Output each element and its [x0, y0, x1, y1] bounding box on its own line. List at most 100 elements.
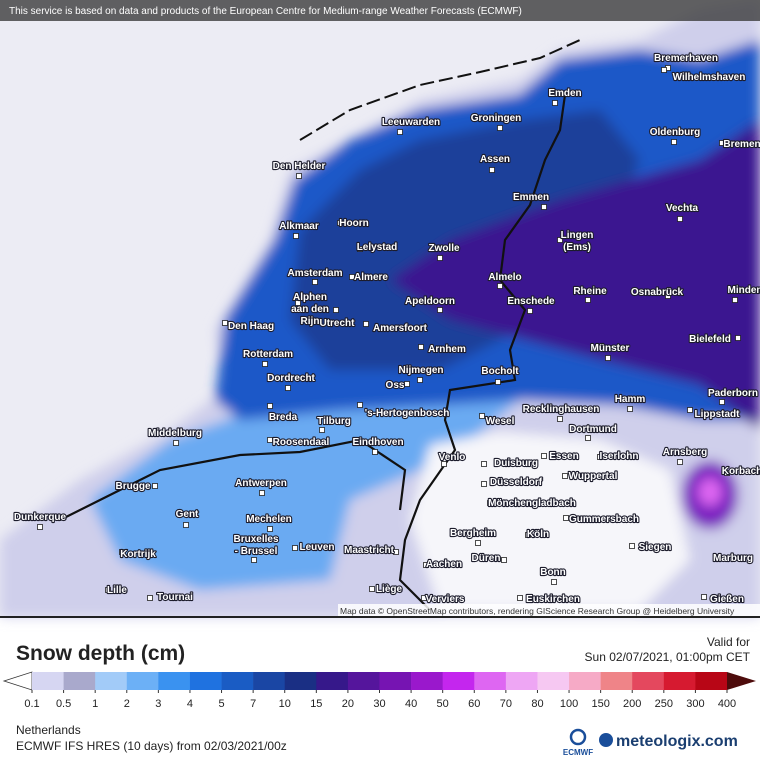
city-marker — [372, 449, 378, 455]
colorbar-segment — [537, 672, 570, 690]
colorbar-segment — [569, 672, 601, 690]
border — [59, 438, 407, 521]
ecmwf-logo: ECMWF — [563, 748, 593, 757]
city-marker — [293, 233, 299, 239]
colorbar-segment — [600, 672, 633, 690]
city-label: - Brussel — [235, 546, 278, 557]
city-marker — [441, 461, 447, 467]
colorbar-label: 7 — [250, 698, 256, 710]
city-marker — [677, 216, 683, 222]
city-label: Mechelen — [246, 514, 292, 525]
city-label: Gent — [176, 509, 199, 520]
snow-peak — [698, 478, 722, 506]
city-label: Wuppertal — [569, 471, 618, 482]
city-label: Tilburg — [317, 416, 351, 427]
city-marker — [481, 461, 487, 467]
city-label: Groningen — [471, 113, 522, 124]
attribution-bar — [0, 0, 760, 21]
city-label: Emden — [548, 88, 581, 99]
city-marker — [677, 459, 683, 465]
city-marker — [105, 587, 111, 593]
city-label: Hamm — [615, 394, 646, 405]
city-marker — [119, 549, 125, 555]
city-marker — [541, 453, 547, 459]
city-label: Antwerpen — [235, 478, 287, 489]
colorbar-label: 30 — [373, 698, 385, 710]
colorbar-segment — [379, 672, 412, 690]
city-label: Bergheim — [450, 528, 496, 539]
city-marker — [397, 129, 403, 135]
city-marker — [715, 554, 721, 560]
city-label: Maastricht — [344, 545, 395, 556]
city-marker — [541, 204, 547, 210]
colorbar-segment — [411, 672, 443, 690]
city-marker — [312, 279, 318, 285]
city-marker — [404, 381, 410, 387]
city-label: Rheine — [573, 286, 607, 297]
city-marker — [719, 399, 725, 405]
city-marker — [423, 562, 429, 568]
city-marker — [267, 437, 273, 443]
city-marker — [551, 579, 557, 585]
cities: Bremerhaven Wilhelmshaven Emden Leeuwarden G… — [13, 52, 760, 606]
city-label: Marburg — [713, 553, 753, 564]
map: This service is based on data and produc… — [0, 0, 760, 617]
city-marker — [475, 540, 481, 546]
brand: meteologix.com — [616, 733, 738, 750]
city-label: aan den — [291, 304, 329, 315]
city-label: Dordrecht — [267, 373, 315, 384]
city-marker — [735, 335, 741, 341]
city-label: Bonn — [540, 567, 566, 578]
city-label: Rotterdam — [243, 349, 293, 360]
city-marker — [517, 595, 523, 601]
city-marker — [563, 515, 569, 521]
city-label: Recklinghausen — [523, 404, 600, 415]
brand-icon — [599, 733, 613, 747]
snow-band — [410, 432, 690, 610]
colorbar-segment — [95, 672, 128, 690]
city-label: Eindhoven — [352, 437, 403, 448]
city-marker — [421, 595, 427, 601]
city-label: Leeuwarden — [382, 117, 440, 128]
city-marker — [267, 403, 273, 409]
city-marker — [525, 532, 531, 538]
city-marker — [333, 307, 339, 313]
city-marker — [417, 377, 423, 383]
colorbar-label: 70 — [500, 698, 512, 710]
city-label: Alphen — [293, 292, 327, 303]
colorbar-segment — [663, 672, 696, 690]
city-label: Arnhem — [428, 344, 466, 355]
city-marker — [369, 586, 375, 592]
city-marker — [357, 246, 363, 252]
colorbar-segment — [253, 672, 286, 690]
city-marker — [562, 473, 568, 479]
city-marker — [585, 435, 591, 441]
ecmwf-icon — [569, 728, 587, 746]
city-label: Roosendaal — [273, 437, 330, 448]
colorbar-label: 250 — [655, 698, 673, 710]
city-label: Brugge — [116, 481, 151, 492]
city-marker — [597, 454, 603, 460]
colorbar-label: 2 — [124, 698, 130, 710]
city-marker — [701, 594, 707, 600]
city-label: Lippstadt — [695, 409, 741, 420]
city-marker — [495, 379, 501, 385]
region: Netherlands — [16, 723, 81, 737]
city-marker — [481, 481, 487, 487]
city-label: Leuven — [299, 542, 334, 553]
city-label: Düsseldorf — [490, 477, 543, 488]
city-label: Düren — [472, 553, 501, 564]
colorbar-label: 15 — [310, 698, 322, 710]
city-label: Tournai — [157, 592, 193, 603]
city-label: Bruxelles — [233, 534, 278, 545]
city-marker — [147, 595, 153, 601]
city-label: Aachen — [426, 559, 462, 570]
city-marker — [183, 522, 189, 528]
city-label: Emmen — [513, 192, 549, 203]
colorbar-segment — [316, 672, 349, 690]
city-label: Oss — [386, 380, 405, 391]
city-label: Amersfoort — [373, 323, 428, 334]
city-label: Dortmund — [569, 424, 617, 435]
city-marker — [393, 549, 399, 555]
city-label: Alkmaar — [279, 221, 319, 232]
